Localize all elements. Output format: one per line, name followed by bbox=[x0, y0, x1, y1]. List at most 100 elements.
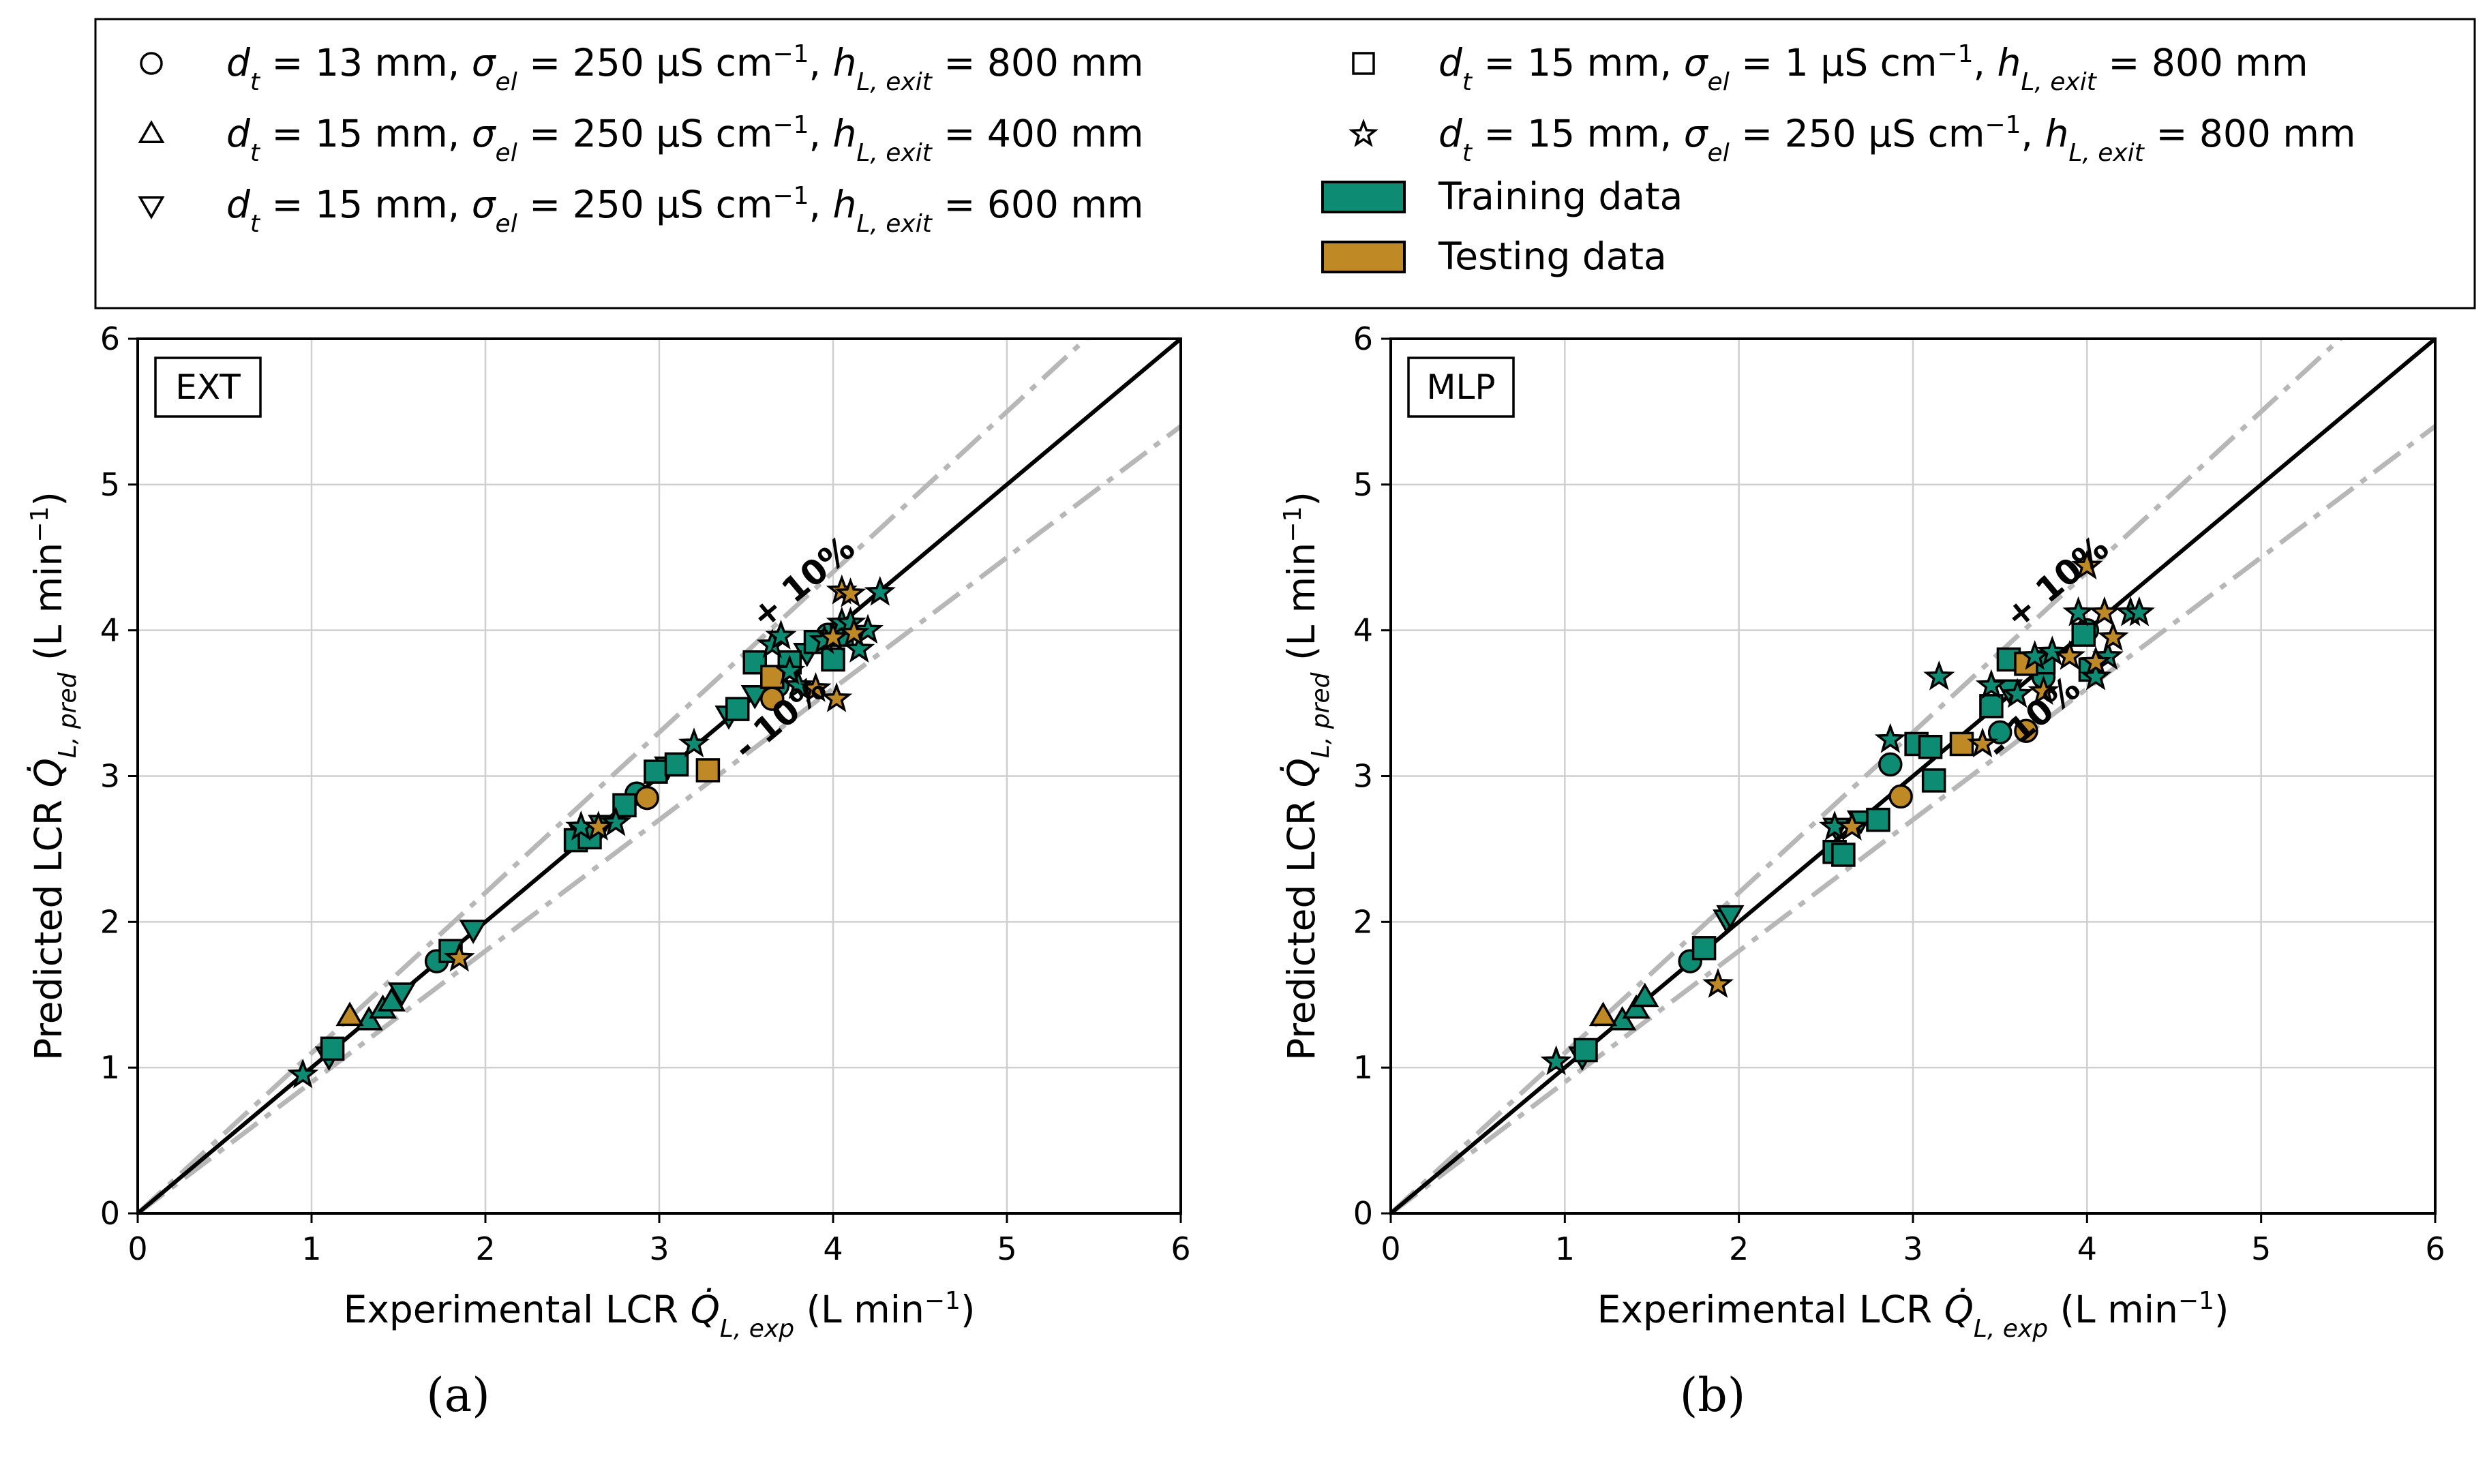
minus-10-percent-line bbox=[138, 424, 1181, 1213]
data-point-star-training bbox=[600, 806, 632, 836]
x-tick-label: 3 bbox=[649, 1230, 669, 1267]
model-label-box bbox=[1407, 357, 1515, 418]
y-tick-label: 3 bbox=[1353, 758, 1373, 795]
data-point-star-training bbox=[2062, 596, 2094, 626]
y-tick-label: 1 bbox=[1353, 1049, 1373, 1086]
data-point-star-training bbox=[1540, 1045, 1572, 1076]
y-tick-label: 0 bbox=[1353, 1195, 1373, 1232]
x-tick-label: 6 bbox=[2425, 1230, 2445, 1267]
data-point-square-training bbox=[1866, 807, 1890, 832]
x-tick-label: 3 bbox=[1903, 1230, 1923, 1267]
x-axis-label: Experimental LCR Q̇L, exp (L min−1) bbox=[344, 1287, 976, 1343]
data-point-triangle-up-training bbox=[377, 987, 406, 1012]
model-label: MLP bbox=[1426, 367, 1495, 407]
legend-marker-circle bbox=[140, 52, 163, 75]
data-point-star-training bbox=[678, 727, 710, 758]
data-point-triangle-up-testing bbox=[1588, 1001, 1618, 1027]
data-point-star-training bbox=[2080, 660, 2112, 691]
plus-10-percent-line bbox=[138, 339, 1090, 1213]
x-tick-label: 5 bbox=[2251, 1230, 2271, 1267]
x-tick-label: 2 bbox=[475, 1230, 495, 1267]
data-point-triangle-up-training bbox=[1631, 982, 1659, 1008]
data-point-square-training bbox=[320, 1036, 345, 1061]
x-tick-label: 5 bbox=[997, 1230, 1016, 1267]
x-tick-label: 0 bbox=[127, 1230, 147, 1267]
data-point-triangle-down-training bbox=[740, 685, 769, 710]
data-point-star-training bbox=[1975, 669, 2008, 699]
data-point-star-testing bbox=[834, 577, 866, 607]
x-tick-label: 1 bbox=[1555, 1230, 1575, 1267]
data-point-star-training bbox=[2123, 596, 2155, 626]
x-tick-label: 1 bbox=[301, 1230, 321, 1267]
data-point-star-training bbox=[2002, 678, 2034, 708]
x-tick-label: 4 bbox=[2077, 1230, 2097, 1267]
legend-entry-label: Testing data bbox=[1438, 234, 1667, 278]
legend-marker-triangle-down bbox=[138, 196, 165, 219]
data-point-star-testing bbox=[2088, 596, 2120, 626]
data-point-square-training bbox=[612, 793, 637, 818]
data-point-triangle-up-training bbox=[1622, 994, 1651, 1019]
legend-frame bbox=[94, 18, 2476, 309]
data-point-square-training bbox=[2071, 622, 2096, 647]
data-point-square-training bbox=[1979, 694, 2004, 718]
minus-10-percent-line bbox=[1391, 424, 2435, 1213]
data-point-star-testing bbox=[817, 621, 849, 651]
data-point-star-training bbox=[864, 575, 896, 606]
x-tick-label: 6 bbox=[1171, 1230, 1190, 1267]
data-points bbox=[1540, 549, 2155, 1076]
y-tick-label: 0 bbox=[100, 1195, 120, 1232]
y-tick-label: 5 bbox=[1353, 466, 1373, 503]
data-point-star-testing bbox=[820, 682, 853, 712]
data-point-star-testing bbox=[2097, 621, 2129, 651]
legend-entry-label: Training data bbox=[1438, 175, 1683, 218]
data-point-star-testing bbox=[1702, 968, 1734, 998]
data-point-star-testing bbox=[2053, 639, 2085, 670]
y-tick-label: 6 bbox=[1353, 320, 1373, 357]
panel-caption: (b) bbox=[1680, 1369, 1746, 1423]
data-point-circle-training bbox=[1878, 752, 1903, 777]
data-point-triangle-up-training bbox=[355, 1005, 383, 1031]
y-tick-label: 2 bbox=[1353, 903, 1373, 940]
error-band-lines bbox=[138, 339, 1181, 1213]
data-point-star-training bbox=[2036, 635, 2068, 666]
data-point-star-testing bbox=[2080, 646, 2112, 676]
data-point-star-training bbox=[287, 1058, 319, 1089]
data-point-square-training bbox=[725, 697, 750, 721]
data-point-star-training bbox=[765, 619, 797, 650]
data-point-circle-testing bbox=[1888, 784, 1913, 809]
data-point-star-training bbox=[2092, 639, 2124, 670]
data-point-triangle-down-training bbox=[1716, 905, 1745, 930]
y-axis-label: Predicted LCR Q̇L, pred (L min−1) bbox=[1279, 491, 1335, 1061]
data-point-star-testing bbox=[2028, 675, 2060, 706]
data-point-square-training bbox=[1831, 843, 1856, 867]
x-tick-label: 0 bbox=[1381, 1230, 1400, 1267]
legend-marker-star bbox=[1348, 118, 1378, 147]
ideal-line bbox=[1391, 339, 2435, 1213]
data-point-triangle-down-training bbox=[387, 982, 417, 1007]
y-tick-label: 4 bbox=[100, 612, 120, 649]
x-tick-label: 2 bbox=[1729, 1230, 1749, 1267]
legend-patch-testing bbox=[1321, 241, 1406, 273]
data-point-square-training bbox=[1921, 768, 1946, 793]
y-tick-label: 5 bbox=[100, 466, 120, 503]
y-tick-label: 1 bbox=[100, 1049, 120, 1086]
data-point-square-training bbox=[664, 752, 689, 777]
legend-marker-square bbox=[1352, 52, 1375, 75]
y-tick-label: 6 bbox=[100, 320, 120, 357]
data-point-triangle-down-training bbox=[459, 920, 487, 944]
data-point-star-testing bbox=[838, 616, 870, 647]
data-point-star-testing bbox=[443, 941, 475, 972]
data-point-square-training bbox=[644, 759, 668, 784]
data-point-triangle-up-training bbox=[1608, 1005, 1637, 1031]
data-point-star-testing bbox=[2071, 549, 2103, 580]
data-point-square-testing bbox=[1949, 731, 1974, 757]
legend-marker-triangle-up bbox=[138, 120, 165, 143]
data-point-star-testing bbox=[1967, 727, 1999, 758]
data-point-star-testing bbox=[1836, 811, 1868, 841]
data-point-star-testing bbox=[582, 811, 614, 841]
data-point-star-training bbox=[774, 654, 806, 685]
legend-patch-training bbox=[1321, 181, 1406, 213]
data-point-square-training bbox=[1918, 734, 1943, 759]
